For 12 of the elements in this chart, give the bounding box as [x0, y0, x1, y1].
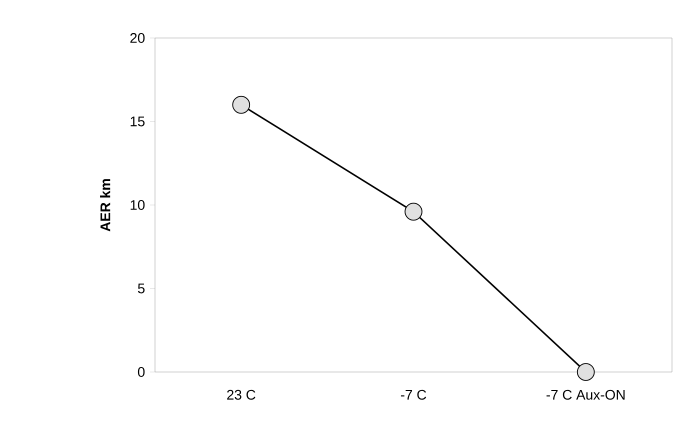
- y-tick-label: 15: [130, 116, 145, 126]
- y-tick-label: 0: [138, 367, 145, 377]
- y-axis-title: AER km: [100, 179, 110, 232]
- point: [232, 96, 250, 114]
- y-tick-label: 5: [138, 284, 145, 294]
- point: [404, 202, 422, 221]
- y-tick-label: 10: [130, 200, 145, 210]
- x-tick-label: 23 C: [227, 390, 256, 400]
- x-tick-label: -7 C Aux-ON: [546, 390, 625, 400]
- x-tick-label: -7 C: [400, 390, 426, 400]
- point: [576, 363, 595, 381]
- y-tick-label: 20: [130, 33, 145, 43]
